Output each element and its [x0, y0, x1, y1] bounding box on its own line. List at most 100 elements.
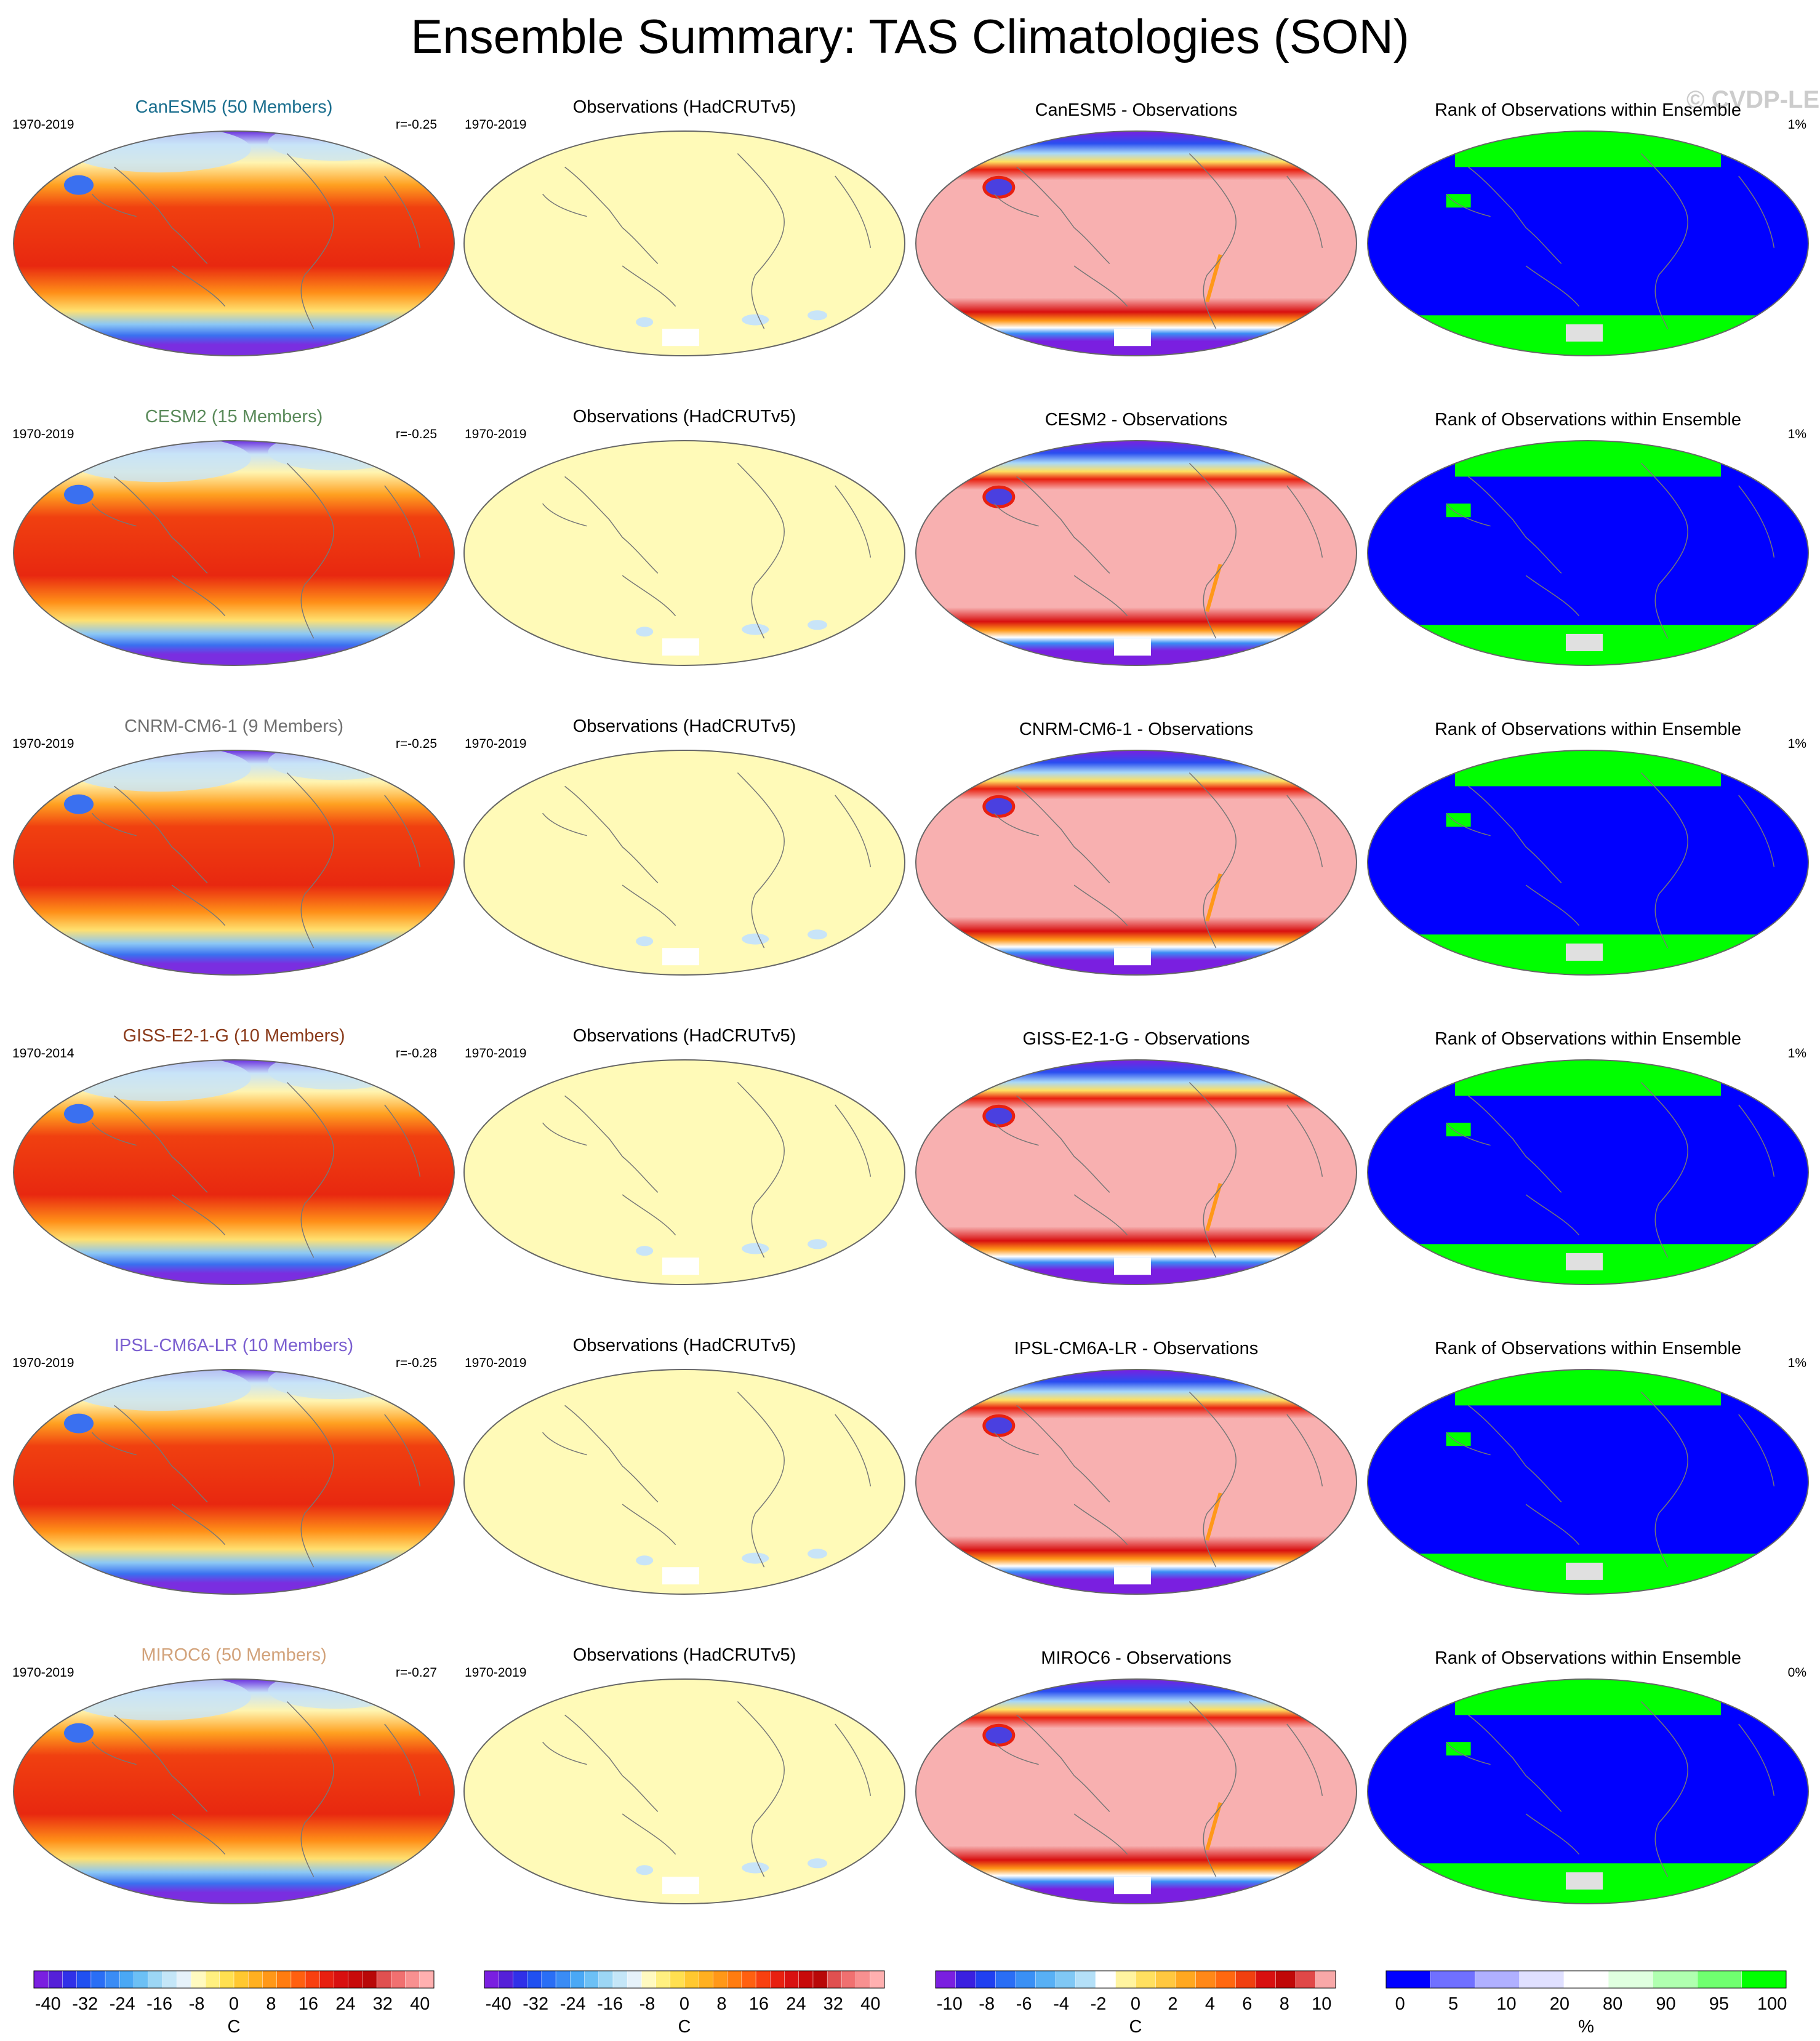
obs-period: 1970-2019 — [465, 1666, 526, 1680]
missing-data — [1566, 1562, 1603, 1580]
model-panel-title: CNRM-CM6-1 (9 Members) — [124, 716, 343, 736]
colorbar-label: 16 — [749, 1994, 769, 2014]
map-outline — [915, 130, 1357, 356]
colorbar-label: 5 — [1448, 1994, 1458, 2014]
rank-panel-title: Rank of Observations within Ensemble — [1435, 720, 1741, 739]
obs-panel-title: Observations (HadCRUTv5) — [573, 407, 796, 427]
colorbar-swatch — [684, 1970, 699, 1989]
colorbar-swatch — [148, 1970, 163, 1989]
map-outline — [1367, 1059, 1809, 1285]
map-outline — [463, 750, 905, 976]
colorbar-label: 0 — [1131, 1994, 1141, 2014]
pattern-correlation: r=-0.25 — [396, 427, 437, 441]
colorbar-swatch — [334, 1970, 349, 1989]
map-outline — [1367, 440, 1809, 666]
model-period: 1970-2019 — [12, 1666, 74, 1680]
map-model — [14, 131, 454, 356]
colorbar-swatch — [1608, 1970, 1654, 1989]
rank-north — [1455, 1369, 1721, 1406]
siberia-cold — [66, 1679, 251, 1721]
tibet-diff — [982, 1104, 1016, 1128]
obs-cold-patch — [808, 1239, 827, 1249]
map-obs — [464, 1369, 905, 1594]
obs-panel-title: Observations (HadCRUTv5) — [573, 1336, 796, 1355]
model-panel-title: MIROC6 (50 Members) — [141, 1645, 326, 1665]
map-outline — [463, 1059, 905, 1285]
colorbar-label: -10 — [937, 1994, 963, 2014]
diff-south-band — [916, 1536, 1357, 1594]
obs-period: 1970-2019 — [465, 427, 526, 441]
colorbar-swatch — [770, 1970, 785, 1989]
colorbar-label: -4 — [1053, 1994, 1069, 2014]
colorbar-swatch — [62, 1970, 78, 1989]
colorbar-swatch — [1275, 1970, 1296, 1989]
tibet-cold-spot — [64, 794, 94, 814]
map-outline — [463, 1678, 905, 1904]
rank-panel-title: Rank of Observations within Ensemble — [1435, 1339, 1741, 1358]
obs-period: 1970-2019 — [465, 118, 526, 132]
siberia-cold — [66, 1369, 251, 1411]
model-panel-title: GISS-E2-1-G (10 Members) — [123, 1026, 345, 1046]
model-period: 1970-2019 — [12, 427, 74, 441]
rank-percent: 1% — [1788, 427, 1806, 441]
missing-data — [1566, 943, 1603, 961]
colorbar-swatch — [995, 1970, 1016, 1989]
andes-diff — [1205, 254, 1222, 303]
colorbar-label: -40 — [35, 1994, 61, 2014]
rank-percent: 0% — [1788, 1666, 1806, 1680]
colorbar-swatch — [76, 1970, 92, 1989]
map-obs — [464, 750, 905, 975]
rank-panel-title: Rank of Observations within Ensemble — [1435, 410, 1741, 430]
colorbar-swatch — [1155, 1970, 1176, 1989]
coastlines — [92, 153, 421, 329]
pattern-correlation: r=-0.25 — [396, 1356, 437, 1370]
tibet-diff — [982, 485, 1016, 508]
coastlines — [1446, 462, 1775, 639]
pattern-correlation: r=-0.25 — [396, 118, 437, 132]
obs-cold-patch — [742, 933, 769, 945]
obs-field — [464, 441, 905, 665]
tibet-cold-spot — [64, 1413, 94, 1434]
map-outline — [13, 1678, 455, 1904]
coastlines — [1446, 772, 1775, 948]
map-diff — [916, 131, 1357, 356]
colorbar-swatch — [727, 1970, 742, 1989]
colorbar-swatch — [419, 1970, 435, 1989]
map-obs — [464, 131, 905, 356]
colorbar-swatch — [1035, 1970, 1056, 1989]
missing-data — [1566, 324, 1603, 342]
map-diff — [916, 750, 1357, 975]
rank-percent: 1% — [1788, 118, 1806, 132]
colorbar-swatch — [655, 1970, 671, 1989]
colorbar-label: -16 — [146, 1994, 172, 2014]
rank-north — [1455, 750, 1721, 787]
rank-tibet — [1446, 1432, 1471, 1446]
colorbar-swatch — [1075, 1970, 1096, 1989]
obs-cold-patch — [808, 310, 827, 321]
siberia-cold — [66, 131, 251, 173]
coastlines — [92, 772, 421, 948]
andes-diff — [1205, 873, 1222, 922]
colorbar-swatch — [513, 1970, 528, 1989]
obs-field — [464, 1369, 905, 1594]
colorbar-swatch — [319, 1970, 335, 1989]
colorbar-swatch — [176, 1970, 192, 1989]
rank-tibet — [1446, 813, 1471, 827]
coastlines — [542, 1391, 872, 1568]
obs-cold-patch — [636, 627, 654, 637]
colorbar-swatch — [527, 1970, 542, 1989]
colorbar-label: 80 — [1603, 1994, 1622, 2014]
map-outline — [915, 750, 1357, 976]
coastlines — [1446, 1701, 1775, 1877]
obs-period: 1970-2019 — [465, 1356, 526, 1370]
tibet-diff — [982, 1414, 1016, 1437]
map-outline — [915, 440, 1357, 666]
map-obs — [464, 1060, 905, 1285]
map-model — [14, 1679, 454, 1904]
pattern-correlation: r=-0.28 — [396, 1046, 437, 1061]
map-outline — [13, 130, 455, 356]
colorbar-swatch — [191, 1970, 206, 1989]
obs-field — [464, 1679, 905, 1904]
colorbar-swatch — [570, 1970, 585, 1989]
missing-data — [662, 638, 699, 656]
